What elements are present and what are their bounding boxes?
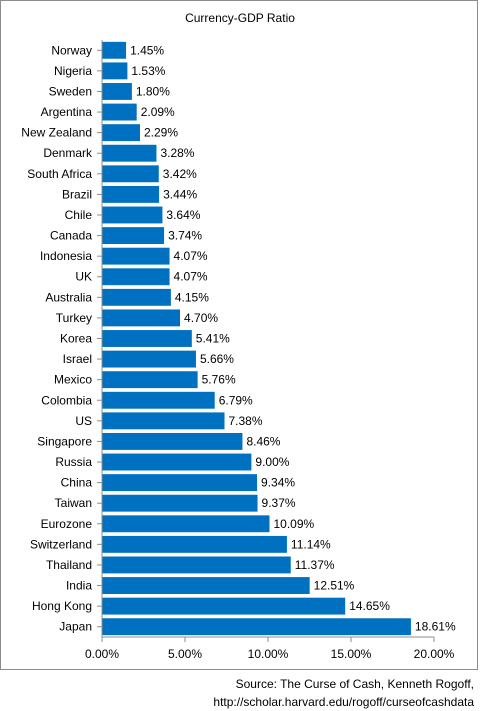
value-label-21: 9.34%: [261, 476, 295, 490]
bar-chart: Norway 1.45% Nigeria 1.53% Sweden 1.80% Argent…: [21, 40, 456, 661]
bar-3: [102, 103, 137, 121]
bar-22: [102, 494, 258, 512]
value-label-0: 1.45%: [130, 43, 164, 57]
value-label-27: 14.65%: [349, 599, 390, 613]
bar-4: [102, 124, 141, 142]
category-label-23: Eurozone: [41, 517, 93, 531]
value-label-3: 2.09%: [141, 105, 175, 119]
category-label-24: Switzerland: [30, 537, 92, 551]
bar-28: [102, 618, 411, 636]
category-label-21: China: [61, 476, 93, 490]
bar-20: [102, 453, 252, 471]
category-label-11: UK: [75, 270, 92, 284]
category-label-2: Sweden: [49, 84, 92, 98]
category-label-28: Japan: [59, 620, 92, 634]
bar-14: [102, 330, 192, 347]
bar-19: [102, 432, 243, 450]
value-label-16: 5.76%: [202, 373, 236, 387]
category-label-26: India: [66, 579, 92, 593]
category-label-18: US: [75, 414, 92, 428]
bar-27: [102, 597, 346, 615]
value-label-10: 4.07%: [174, 249, 208, 263]
chart-frame: Currency-GDP Ratio Norway 1.45% Nigeria 1.5…: [0, 0, 478, 670]
category-label-16: Mexico: [54, 373, 92, 387]
value-label-24: 11.14%: [291, 537, 331, 551]
category-label-27: Hong Kong: [32, 599, 92, 613]
value-label-13: 4.70%: [184, 311, 218, 325]
bar-1: [102, 62, 128, 80]
source-url: http://scholar.harvard.edu/rogoff/curseo…: [213, 695, 474, 709]
bar-13: [102, 309, 181, 327]
category-label-22: Taiwan: [55, 496, 92, 510]
category-label-1: Nigeria: [54, 64, 92, 78]
value-label-25: 11.37%: [295, 558, 335, 572]
value-label-8: 3.64%: [166, 208, 200, 222]
bar-23: [102, 515, 270, 533]
value-label-4: 2.29%: [144, 126, 178, 140]
value-label-2: 1.80%: [136, 84, 170, 98]
bar-6: [102, 165, 159, 183]
bar-21: [102, 474, 258, 492]
bar-18: [102, 412, 225, 430]
x-tick-label-2: 10.00%: [248, 647, 289, 661]
category-label-10: Indonesia: [40, 249, 92, 263]
bar-8: [102, 206, 163, 224]
category-label-3: Argentina: [41, 105, 93, 119]
category-label-13: Turkey: [56, 311, 92, 325]
bar-0: [102, 41, 127, 59]
category-label-17: Colombia: [41, 393, 92, 407]
category-label-15: Israel: [63, 352, 92, 366]
category-label-25: Thailand: [46, 558, 92, 572]
value-label-6: 3.42%: [163, 167, 197, 181]
value-label-11: 4.07%: [174, 270, 208, 284]
chart-title: Currency-GDP Ratio: [185, 11, 295, 25]
bar-24: [102, 535, 287, 553]
bar-5: [102, 144, 157, 162]
category-label-8: Chile: [65, 208, 93, 222]
value-label-14: 5.41%: [196, 332, 230, 346]
source-line-1: Source: The Curse of Cash, Kenneth Rogof…: [235, 677, 474, 691]
value-label-5: 3.28%: [160, 146, 194, 160]
category-label-0: Norway: [51, 43, 92, 57]
x-tick-label-3: 15.00%: [331, 647, 372, 661]
category-label-20: Russia: [55, 455, 92, 469]
x-tick-label-0: 0.00%: [85, 647, 119, 661]
bar-9: [102, 227, 165, 245]
bar-15: [102, 350, 196, 368]
category-label-14: Korea: [60, 332, 92, 346]
bar-25: [102, 556, 291, 574]
value-label-26: 12.51%: [314, 579, 355, 593]
category-label-5: Denmark: [43, 146, 93, 160]
value-label-17: 6.79%: [219, 393, 253, 407]
bar-11: [102, 268, 170, 286]
category-label-19: Singapore: [37, 434, 92, 448]
x-tick-label-1: 5.00%: [168, 647, 202, 661]
x-tick-label-4: 20.00%: [414, 647, 455, 661]
source-note: Source: The Curse of Cash, Kenneth Rogof…: [213, 675, 474, 711]
category-label-7: Brazil: [62, 187, 92, 201]
value-label-12: 4.15%: [175, 290, 209, 304]
category-label-6: South Africa: [27, 167, 92, 181]
bar-17: [102, 391, 215, 409]
value-label-1: 1.53%: [131, 64, 165, 78]
category-label-9: Canada: [50, 229, 92, 243]
value-label-20: 9.00%: [255, 455, 289, 469]
bar-12: [102, 288, 171, 306]
value-label-7: 3.44%: [163, 187, 197, 201]
bar-26: [102, 577, 310, 594]
bar-2: [102, 83, 132, 100]
bar-10: [102, 247, 170, 265]
value-label-9: 3.74%: [168, 229, 202, 243]
value-label-22: 9.37%: [262, 496, 296, 510]
value-label-15: 5.66%: [200, 352, 234, 366]
bar-16: [102, 371, 198, 389]
category-label-12: Australia: [45, 290, 92, 304]
value-label-28: 18.61%: [415, 620, 456, 634]
value-label-18: 7.38%: [229, 414, 263, 428]
value-label-23: 10.09%: [273, 517, 314, 531]
bar-7: [102, 185, 160, 203]
value-label-19: 8.46%: [246, 434, 280, 448]
category-label-4: New Zealand: [21, 126, 92, 140]
